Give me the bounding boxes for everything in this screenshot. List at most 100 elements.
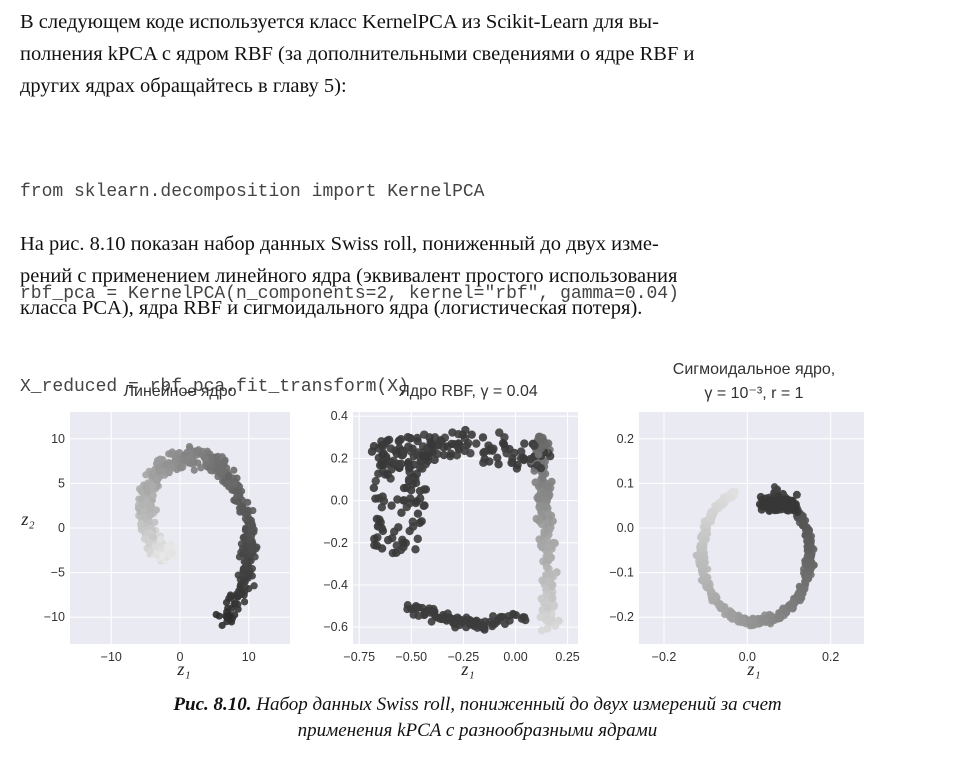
data-point [502,449,510,457]
data-point [144,488,151,495]
y-tick-label: 5 [58,476,65,490]
data-point [405,475,413,483]
data-point [225,473,232,480]
data-point [183,449,190,456]
linear-kernel-plot: Линейное ядро −10 0 101050−5−10 z₁ z₂ [0,350,320,690]
data-point [776,497,784,505]
data-point [453,613,461,621]
data-point [722,605,729,612]
data-point [395,437,403,445]
data-point [745,617,752,624]
data-point [213,468,220,475]
data-point [372,477,380,485]
data-point [404,601,412,609]
data-point [138,520,145,527]
data-point [757,493,765,501]
data-point [795,592,802,599]
data-point [415,612,423,620]
y-tick-label: 0.1 [617,476,634,490]
y-tick-label: −0.2 [609,610,634,624]
data-point [703,521,710,528]
data-point [397,546,405,554]
data-point [411,545,419,553]
data-point [464,439,472,447]
chart-title: Сигмоидальное ядро, [673,361,835,378]
data-point [489,445,497,453]
y-tick-label: −0.6 [323,620,348,634]
data-point [718,499,725,506]
data-point [538,627,546,635]
data-point [157,535,164,542]
data-point [473,624,481,632]
data-point [708,508,715,515]
data-point [179,464,186,471]
intro-paragraph: В следующем коде используется класс Kern… [20,6,935,102]
data-point [149,469,156,476]
rbf-kernel-plot: Ядро RBF, γ = 0.04 −0.75 −0.50 −0.25 0.00 0.… [318,350,608,690]
data-point [730,489,737,496]
x-axis-label: z₁ [460,659,474,679]
data-point [234,601,241,608]
data-point [406,434,414,442]
data-point [520,613,528,621]
figure-number: Рис. 8.10. [173,694,251,715]
data-point [162,461,169,468]
data-point [533,515,541,523]
data-point [701,537,708,544]
data-point [533,461,541,469]
data-point [242,515,249,522]
data-point [389,457,397,465]
data-point [804,544,811,551]
data-point [159,552,166,559]
data-point [397,509,405,517]
data-point [203,455,210,462]
text-line: рений с применением линейного ядра (экви… [20,260,935,292]
x-tick-label: −0.50 [396,650,428,664]
y-tick-label: 0.0 [617,521,634,535]
figure-caption: Рис. 8.10. Набор данных Swiss roll, пони… [0,692,955,744]
data-point [417,517,425,525]
data-point [193,447,200,454]
y-axis-label: z₂ [20,509,34,529]
data-point [414,510,422,518]
y-tick-label: 0.2 [331,451,348,465]
data-point [413,437,421,445]
data-point [540,489,548,497]
data-point [248,526,255,533]
data-point [384,536,392,544]
data-point [513,461,521,469]
data-point [413,470,421,478]
x-tick-label: 0.25 [555,650,579,664]
data-point [378,450,386,458]
data-point [801,579,808,586]
data-point [226,613,233,620]
data-point [436,436,444,444]
figure-intro-paragraph: На рис. 8.10 показан набор данных Swiss … [20,228,935,324]
data-point [239,571,246,578]
data-point [241,564,248,571]
data-point [789,605,796,612]
chart-linear-kernel: Линейное ядро −10 0 10 10 5 0 −5 −10 z₁ z₂ [0,350,320,695]
data-point [154,457,161,464]
data-point [241,558,248,565]
x-tick-label: −0.75 [343,650,375,664]
data-point [420,430,428,438]
data-point [767,613,774,620]
data-point [454,430,462,438]
data-point [241,598,248,605]
text-line: других ядрах обращайтесь в главу 5): [20,70,935,102]
y-tick-label: 0.4 [331,409,348,423]
y-tick-label: −10 [44,610,65,624]
data-point [251,582,258,589]
y-tick-label: −0.1 [609,566,634,580]
data-point [147,512,154,519]
data-point [793,491,801,499]
data-point [499,439,507,447]
text-line: В следующем коде используется класс Kern… [20,6,935,38]
data-point [228,605,235,612]
data-point [168,463,175,470]
data-point [428,440,436,448]
sigmoid-kernel-plot: Сигмоидальное ядро, γ = 10⁻³, r = 1 −0.2… [604,350,884,690]
data-point [544,510,552,518]
data-point [446,452,454,460]
